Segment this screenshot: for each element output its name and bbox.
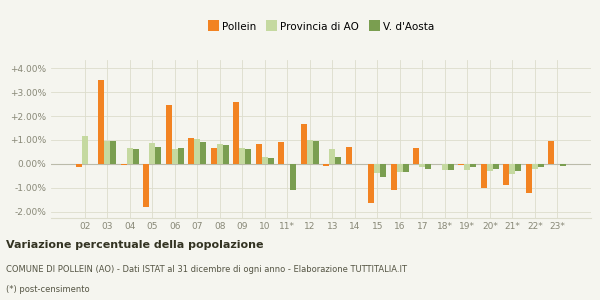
Bar	[335, 157, 341, 164]
Bar	[380, 164, 386, 177]
Bar	[290, 164, 296, 190]
Bar	[278, 142, 284, 164]
Bar	[256, 143, 262, 164]
Bar	[98, 80, 104, 164]
Bar	[133, 149, 139, 164]
Bar	[413, 148, 419, 164]
Bar	[515, 164, 521, 171]
Text: Variazione percentuale della popolazione: Variazione percentuale della popolazione	[6, 239, 263, 250]
Bar	[560, 164, 566, 166]
Bar	[211, 148, 217, 164]
Bar	[442, 164, 448, 170]
Bar	[307, 140, 313, 164]
Bar	[329, 149, 335, 164]
Bar	[172, 149, 178, 164]
Bar	[178, 148, 184, 164]
Text: COMUNE DI POLLEIN (AO) - Dati ISTAT al 31 dicembre di ogni anno - Elaborazione T: COMUNE DI POLLEIN (AO) - Dati ISTAT al 3…	[6, 265, 407, 274]
Bar	[104, 141, 110, 164]
Bar	[110, 141, 116, 164]
Bar	[223, 145, 229, 164]
Bar	[217, 144, 223, 164]
Bar	[425, 164, 431, 169]
Bar	[155, 147, 161, 164]
Bar	[493, 164, 499, 169]
Bar	[397, 164, 403, 172]
Bar	[458, 164, 464, 165]
Bar	[149, 143, 155, 164]
Bar	[127, 148, 133, 164]
Bar	[82, 136, 88, 164]
Bar	[503, 164, 509, 185]
Bar	[233, 102, 239, 164]
Bar	[509, 164, 515, 174]
Bar	[268, 158, 274, 164]
Bar	[323, 164, 329, 166]
Bar	[143, 164, 149, 207]
Bar	[262, 157, 268, 164]
Bar	[538, 164, 544, 167]
Bar	[464, 164, 470, 170]
Bar	[188, 138, 194, 164]
Bar	[239, 148, 245, 164]
Bar	[76, 164, 82, 167]
Bar	[548, 141, 554, 164]
Bar	[200, 142, 206, 164]
Bar	[391, 164, 397, 190]
Bar	[526, 164, 532, 193]
Bar	[487, 164, 493, 171]
Bar	[448, 164, 454, 170]
Bar	[166, 105, 172, 164]
Bar	[121, 164, 127, 165]
Bar	[403, 164, 409, 172]
Text: (*) post-censimento: (*) post-censimento	[6, 286, 89, 295]
Bar	[313, 141, 319, 164]
Bar	[532, 164, 538, 169]
Bar	[194, 139, 200, 164]
Bar	[346, 147, 352, 164]
Bar	[368, 164, 374, 203]
Bar	[245, 149, 251, 164]
Bar	[481, 164, 487, 188]
Bar	[470, 164, 476, 167]
Legend: Pollein, Provincia di AO, V. d'Aosta: Pollein, Provincia di AO, V. d'Aosta	[204, 18, 438, 36]
Bar	[301, 124, 307, 164]
Bar	[374, 164, 380, 173]
Bar	[419, 164, 425, 167]
